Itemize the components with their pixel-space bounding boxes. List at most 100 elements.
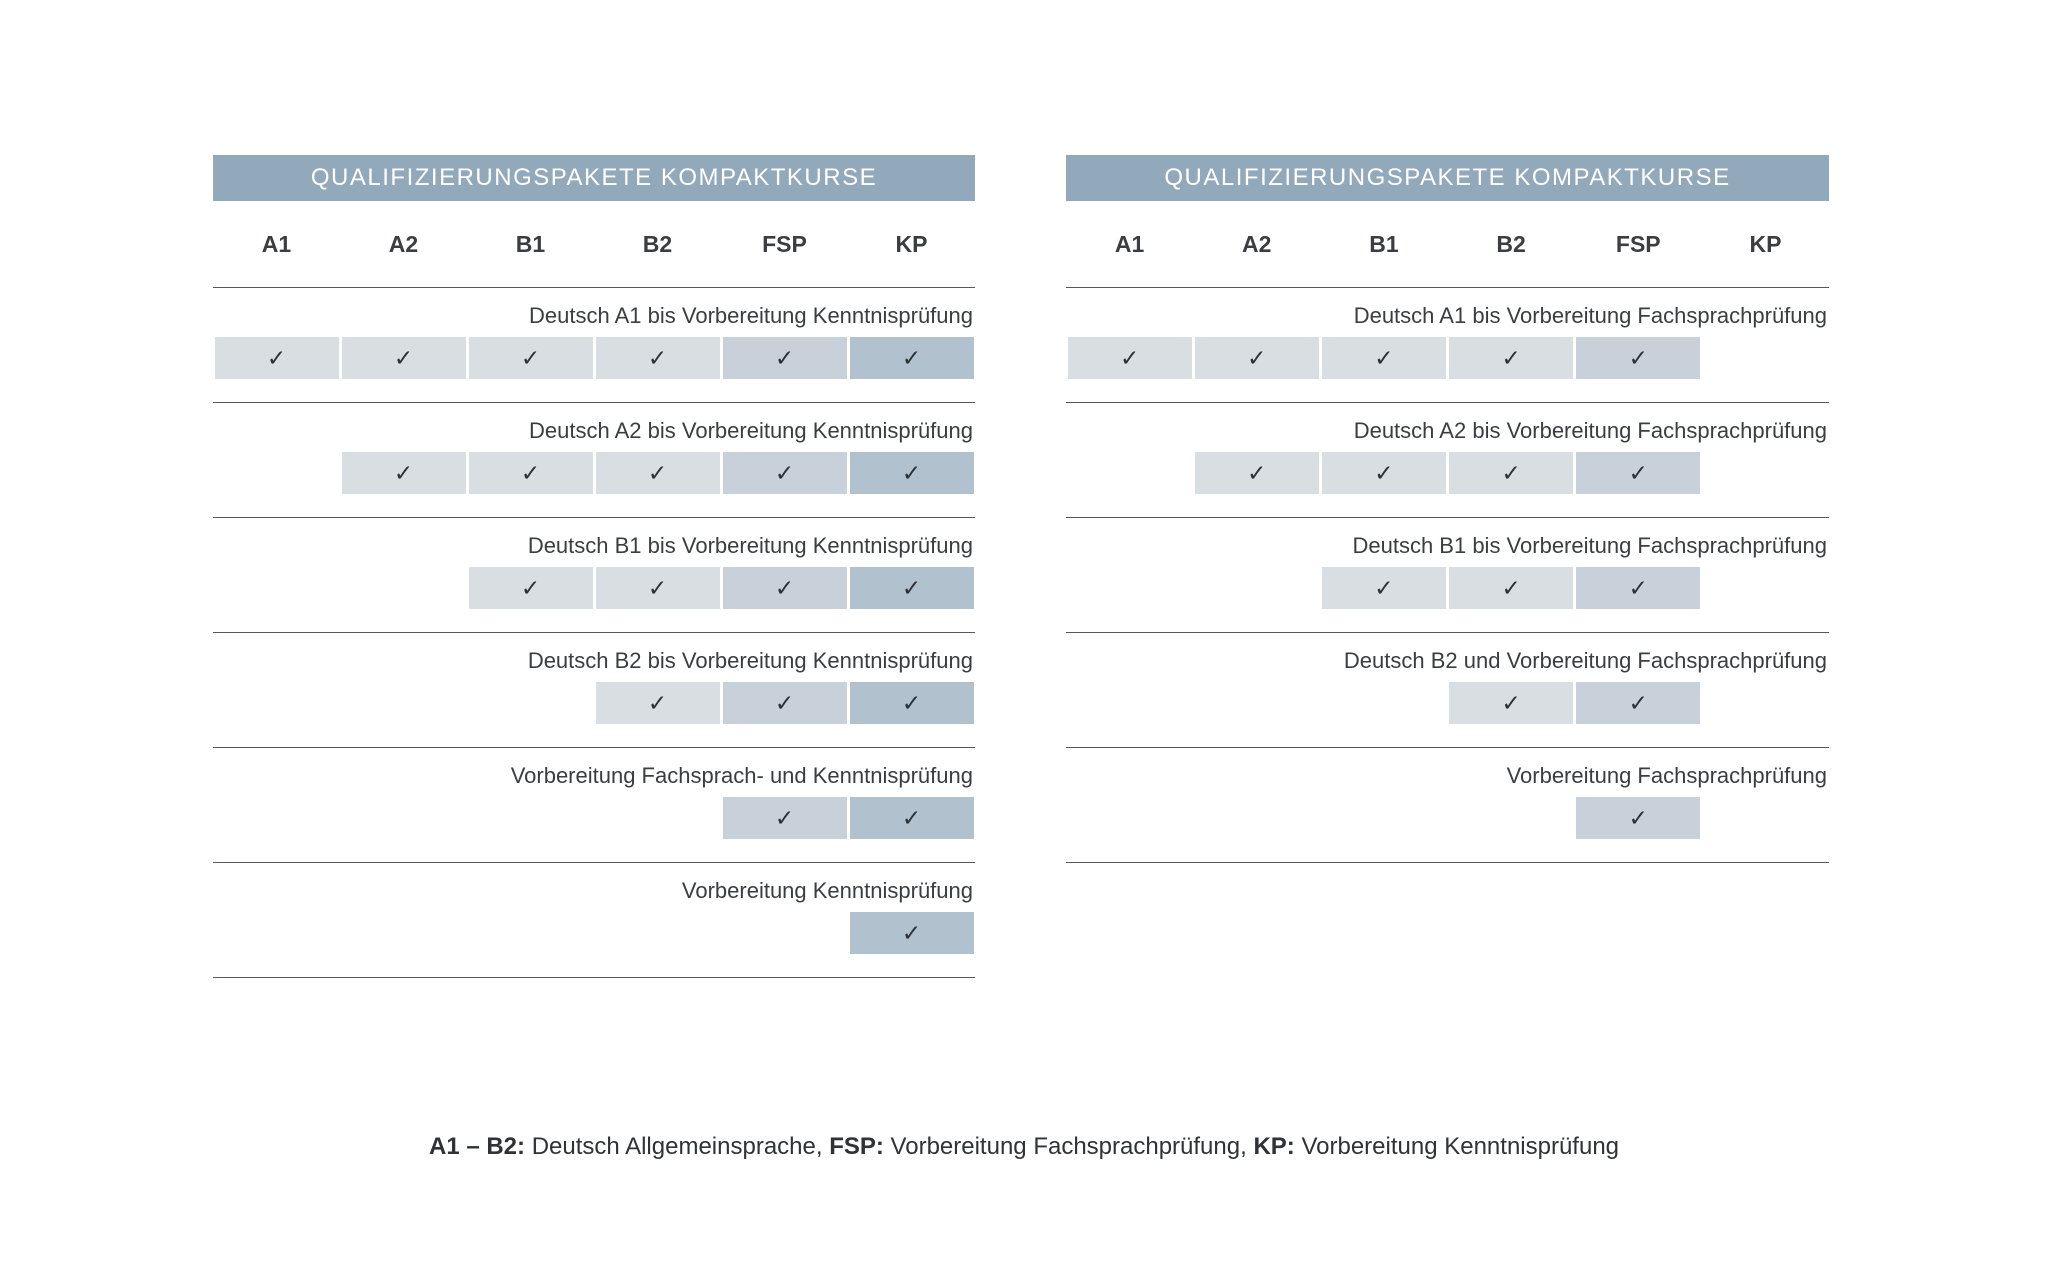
table-row: Deutsch A2 bis Vorbereitung Kenntnisprüf… (213, 403, 975, 518)
table-rows: Deutsch A1 bis Vorbereitung Fachsprachpr… (1066, 288, 1829, 863)
check-icon: ✓ (647, 344, 668, 371)
empty-cell (1703, 682, 1827, 724)
row-label: Vorbereitung Kenntnisprüfung (681, 878, 973, 903)
check-icon: ✓ (774, 459, 795, 486)
check-cell-fsp: ✓ (1576, 337, 1701, 379)
empty-cell (342, 797, 466, 839)
check-icon: ✓ (1374, 344, 1394, 371)
empty-cell (1195, 797, 1319, 839)
check-icon: ✓ (774, 574, 795, 601)
column-header-b2: B2 (642, 230, 673, 257)
empty-cell (596, 797, 720, 839)
empty-cell (1068, 567, 1192, 609)
check-cell-b2: ✓ (595, 337, 720, 379)
table-row: Vorbereitung Kenntnisprüfung ✓ (213, 863, 975, 978)
empty-cell (342, 567, 466, 609)
check-cell-kp: ✓ (849, 452, 974, 494)
check-cell-b1: ✓ (1321, 452, 1447, 494)
check-icon: ✓ (901, 919, 922, 946)
column-header-a2: A2 (388, 230, 419, 257)
column-header-row: A1 A2 B1 B2 FSP KP (1066, 201, 1829, 288)
row-label: Deutsch A1 bis Vorbereitung Kenntnisprüf… (529, 303, 973, 328)
check-band: ✓ (1066, 797, 1829, 839)
check-icon: ✓ (774, 689, 795, 716)
check-cell-fsp: ✓ (722, 567, 847, 609)
legend-term: A1 – B2: (428, 1133, 526, 1160)
check-cell-kp: ✓ (849, 912, 974, 954)
check-band: ✓ ✓ (1066, 682, 1829, 724)
check-cell-kp: ✓ (849, 337, 974, 379)
check-cell-fsp: ✓ (1576, 452, 1701, 494)
check-icon: ✓ (1501, 574, 1521, 601)
table-row: Deutsch A1 bis Vorbereitung Kenntnisprüf… (213, 288, 975, 403)
check-icon: ✓ (520, 574, 541, 601)
check-band: ✓ (213, 912, 975, 954)
check-icon: ✓ (520, 459, 541, 486)
table-row: Deutsch B2 bis Vorbereitung Kenntnisprüf… (213, 633, 975, 748)
table-title-bar: QUALIFIZIERUNGSPAKETE KOMPAKTKURSE (213, 155, 975, 201)
check-icon: ✓ (520, 344, 541, 371)
row-label: Vorbereitung Fachsprach- und Kenntnisprü… (510, 763, 973, 788)
check-cell-b2: ✓ (595, 567, 720, 609)
check-icon: ✓ (901, 804, 922, 831)
empty-cell (1068, 452, 1192, 494)
empty-cell (469, 912, 593, 954)
legend-definition: Deutsch Allgemeinsprache, (525, 1133, 830, 1160)
check-icon: ✓ (1628, 344, 1648, 371)
check-icon: ✓ (647, 459, 668, 486)
empty-cell (1195, 682, 1319, 724)
row-label: Deutsch B1 bis Vorbereitung Kenntnisprüf… (527, 533, 973, 558)
check-band: ✓ ✓ ✓ ✓ (213, 567, 975, 609)
check-cell-kp: ✓ (849, 567, 974, 609)
check-icon: ✓ (1501, 459, 1521, 486)
check-cell-a1: ✓ (1067, 337, 1192, 379)
empty-cell (215, 797, 339, 839)
check-cell-a2: ✓ (341, 452, 466, 494)
check-cell-a2: ✓ (1194, 337, 1319, 379)
column-header-b2: B2 (1496, 230, 1526, 257)
empty-cell (596, 912, 720, 954)
check-cell-a2: ✓ (1194, 452, 1319, 494)
check-icon: ✓ (1374, 574, 1394, 601)
check-icon: ✓ (393, 344, 414, 371)
check-cell-b1: ✓ (1321, 567, 1447, 609)
check-band: ✓ ✓ (213, 797, 975, 839)
column-header-row: A1 A2 B1 B2 FSP KP (213, 201, 975, 288)
empty-cell (1322, 682, 1446, 724)
column-header-a1: A1 (1114, 230, 1145, 257)
table-row: Deutsch B1 bis Vorbereitung Fachsprachpr… (1066, 518, 1829, 633)
empty-cell (469, 797, 593, 839)
check-cell-b2: ✓ (1449, 567, 1574, 609)
empty-cell (1195, 567, 1319, 609)
row-label: Deutsch B1 bis Vorbereitung Fachsprachpr… (1352, 533, 1827, 558)
check-cell-fsp: ✓ (722, 337, 847, 379)
check-cell-b2: ✓ (1449, 452, 1574, 494)
row-label: Vorbereitung Fachsprachprüfung (1506, 763, 1827, 788)
legend-term: KP: (1253, 1133, 1295, 1160)
check-cell-fsp: ✓ (722, 682, 847, 724)
table-rows: Deutsch A1 bis Vorbereitung Kenntnisprüf… (213, 288, 975, 978)
check-icon: ✓ (1501, 689, 1521, 716)
check-cell-fsp: ✓ (1576, 567, 1701, 609)
check-icon: ✓ (1247, 344, 1267, 371)
check-icon: ✓ (266, 344, 287, 371)
check-cell-b1: ✓ (468, 337, 593, 379)
check-icon: ✓ (1628, 574, 1648, 601)
legend-term: FSP: (829, 1133, 884, 1160)
check-band: ✓ ✓ ✓ ✓ ✓ ✓ (213, 337, 975, 379)
qualification-table-fachsprachpruefung: QUALIFIZIERUNGSPAKETE KOMPAKTKURSE A1 A2 B… (1066, 155, 1829, 863)
check-cell-b1: ✓ (468, 567, 593, 609)
empty-cell (1068, 682, 1192, 724)
check-band: ✓ ✓ ✓ ✓ (1066, 452, 1829, 494)
legend-definition: Vorbereitung Kenntnisprüfung (1294, 1133, 1620, 1160)
qualification-table-kenntnispruefung: QUALIFIZIERUNGSPAKETE KOMPAKTKURSE A1 A2 B… (213, 155, 975, 978)
column-header-a2: A2 (1242, 230, 1272, 257)
check-icon: ✓ (647, 689, 668, 716)
check-icon: ✓ (393, 459, 414, 486)
check-cell-fsp: ✓ (722, 797, 847, 839)
empty-cell (1703, 452, 1827, 494)
check-icon: ✓ (647, 574, 668, 601)
check-icon: ✓ (1119, 344, 1140, 371)
check-band: ✓ ✓ ✓ ✓ ✓ (213, 452, 975, 494)
